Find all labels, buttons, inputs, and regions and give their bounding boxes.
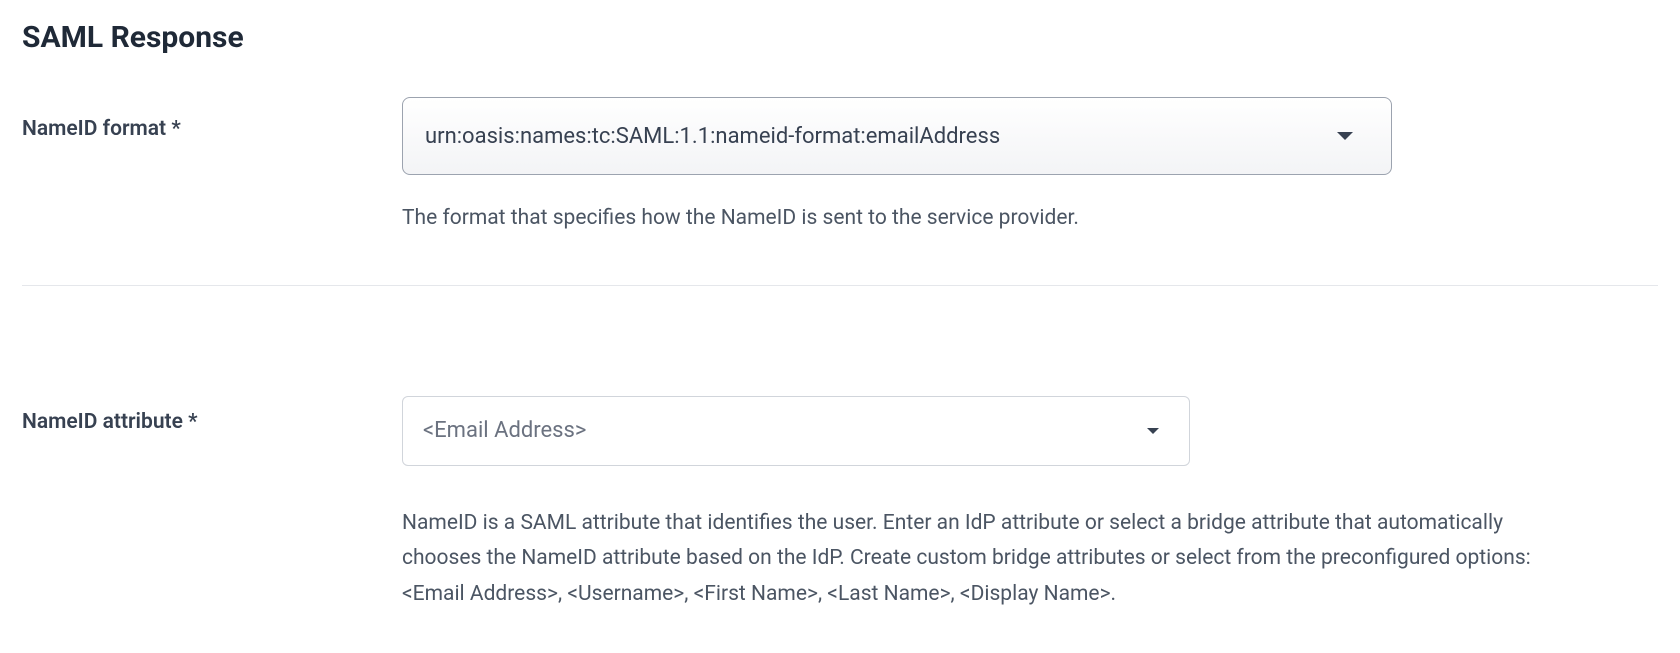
nameid-format-help: The format that specifies how the NameID… [402,201,1542,237]
nameid-attribute-row: NameID attribute * <Email Address> NameI… [22,286,1658,613]
nameid-format-select-wrap: urn:oasis:names:tc:SAML:1.1:nameid-forma… [402,97,1392,175]
field-column: <Email Address> NameID is a SAML attribu… [402,396,1602,613]
section-title: SAML Response [22,20,1658,55]
nameid-attribute-label: NameID attribute * [22,410,198,434]
nameid-attribute-select-wrap: <Email Address> [402,396,1190,466]
nameid-attribute-value: <Email Address> [423,418,586,443]
saml-response-section: SAML Response NameID format * urn:oasis:… [0,0,1680,653]
nameid-format-label: NameID format * [22,117,181,141]
field-column: urn:oasis:names:tc:SAML:1.1:nameid-forma… [402,97,1602,237]
nameid-attribute-help: NameID is a SAML attribute that identifi… [402,506,1542,613]
nameid-format-select[interactable]: urn:oasis:names:tc:SAML:1.1:nameid-forma… [402,97,1392,175]
label-column: NameID format * [22,97,402,141]
nameid-format-row: NameID format * urn:oasis:names:tc:SAML:… [22,97,1658,286]
nameid-format-value: urn:oasis:names:tc:SAML:1.1:nameid-forma… [425,124,1000,149]
nameid-attribute-select[interactable]: <Email Address> [402,396,1190,466]
label-column: NameID attribute * [22,396,402,434]
